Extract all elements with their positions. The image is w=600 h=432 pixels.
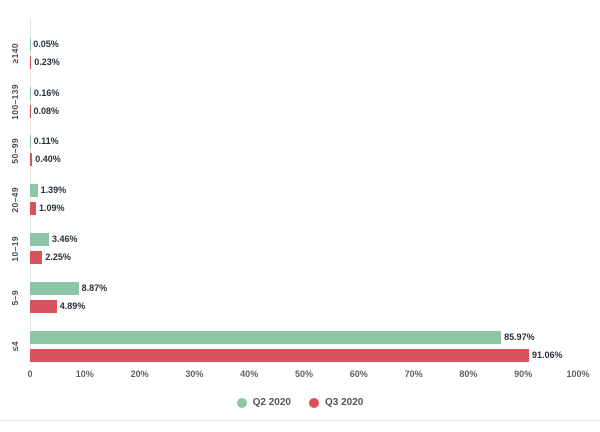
value-label: 2.25% [45, 251, 71, 262]
x-axis: 0 10% 20% 30% 40% 50% 60% 70% 80% 90% 100% [27, 369, 589, 382]
bars-area: 85.97% 91.06% [30, 330, 578, 362]
bar-row: 4.89% [30, 299, 578, 313]
value-label: 0.11% [33, 136, 59, 147]
category-label-box: 100–139 [9, 84, 20, 121]
legend: Q2 2020 Q3 2020 [0, 398, 600, 408]
category-label: 20–49 [9, 186, 20, 213]
category-label: ≥140 [9, 43, 20, 64]
bottom-divider [0, 420, 600, 421]
bar-group: 10–19 3.46% 2.25% [0, 215, 600, 264]
category-label: 100–139 [9, 84, 20, 121]
value-label: 4.89% [59, 300, 86, 311]
legend-label: Q2 2020 [252, 397, 291, 408]
bar-q2-2020[interactable] [30, 330, 502, 344]
bar-q2-2020[interactable] [30, 281, 79, 295]
bar-q3-2020[interactable] [30, 202, 36, 216]
bar-row: 85.97% [30, 330, 578, 344]
bars-area: 0.16% 0.08% [30, 86, 578, 118]
category-label-cell: 20–49 [0, 166, 30, 215]
value-label: 0.08% [33, 105, 59, 116]
category-label-cell: ≥140 [0, 20, 30, 69]
category-label-box: 50–99 [9, 135, 20, 166]
x-tick-label: 80% [459, 369, 478, 379]
value-label: 91.06% [532, 349, 563, 360]
legend-item-q2-2020[interactable]: Q2 2020 [236, 397, 291, 408]
bar-q3-2020[interactable] [30, 348, 529, 362]
x-tick-label: 90% [514, 369, 533, 379]
bar-group: 50–99 0.11% 0.40% [0, 118, 600, 167]
x-tick-label: 20% [130, 369, 149, 379]
category-label-cell: 50–99 [0, 118, 30, 167]
category-label: 10–19 [9, 235, 20, 262]
bar-group: ≥140 0.05% 0.23% [0, 20, 600, 69]
bar-row: 91.06% [30, 348, 578, 362]
category-label: ≤4 [9, 340, 20, 352]
bars-area: 8.87% 4.89% [30, 281, 578, 313]
legend-swatch-icon [309, 398, 319, 408]
bars-area: 0.11% 0.40% [30, 135, 578, 167]
category-label-box: ≥140 [9, 38, 20, 69]
bars-area: 1.39% 1.09% [30, 184, 578, 216]
bar-group: 5–9 8.87% 4.89% [0, 264, 600, 313]
bar-q3-2020[interactable] [30, 55, 32, 69]
value-label: 1.09% [38, 203, 65, 214]
bar-groups: ≥140 0.05% 0.23% 100–139 0.16% 0.08% 50–99 0.11… [0, 20, 600, 362]
category-label: 5–9 [9, 289, 20, 305]
category-label: 50–99 [9, 138, 20, 164]
value-label: 85.97% [504, 331, 535, 342]
bar-q2-2020[interactable] [30, 86, 31, 100]
bar-row: 0.08% [30, 104, 578, 118]
bar-q3-2020[interactable] [30, 153, 33, 167]
category-label-cell: 5–9 [0, 264, 30, 313]
category-label-box: 10–19 [9, 233, 20, 264]
category-label-cell: 100–139 [0, 69, 30, 121]
bar-q2-2020[interactable] [30, 135, 31, 149]
bar-group: ≤4 85.97% 91.06% [0, 313, 600, 362]
x-tick-label: 70% [404, 369, 423, 379]
bar-group: 100–139 0.16% 0.08% [0, 69, 600, 121]
bar-row: 2.25% [30, 250, 578, 264]
bar-row: 0.05% [30, 37, 578, 51]
bar-row: 8.87% [30, 281, 578, 295]
category-label-box: 20–49 [9, 184, 20, 215]
legend-swatch-icon [236, 398, 247, 408]
bar-row: 0.16% [30, 86, 578, 100]
x-tick-label: 30% [185, 369, 204, 379]
legend-label: Q3 2020 [325, 397, 364, 408]
category-label-box: 5–9 [9, 282, 20, 313]
x-tick-label: 100% [566, 369, 590, 379]
value-label: 0.16% [33, 87, 60, 98]
bar-q3-2020[interactable] [30, 299, 57, 313]
value-label: 0.40% [35, 154, 61, 165]
x-tick-label: 0 [27, 369, 33, 379]
legend-item-q3-2020[interactable]: Q3 2020 [309, 398, 363, 408]
bar-row: 1.09% [30, 202, 578, 216]
bar-q2-2020[interactable] [30, 232, 49, 246]
x-tick-label: 10% [75, 369, 94, 379]
value-label: 3.46% [51, 233, 78, 244]
category-label-box: ≤4 [9, 331, 20, 362]
bar-row: 0.40% [30, 153, 578, 167]
value-label: 1.39% [40, 185, 67, 196]
x-tick-label: 50% [294, 369, 314, 379]
bar-row: 1.39% [30, 184, 578, 198]
value-label: 0.23% [34, 56, 60, 67]
bars-area: 0.05% 0.23% [30, 37, 578, 69]
bars-area: 3.46% 2.25% [30, 232, 578, 264]
x-tick-label: 40% [240, 369, 259, 379]
value-label: 8.87% [81, 282, 108, 293]
bar-row: 0.23% [30, 55, 578, 69]
bar-row: 3.46% [30, 232, 578, 246]
bar-row: 0.11% [30, 135, 578, 149]
category-label-cell: ≤4 [0, 313, 30, 362]
bar-q2-2020[interactable] [30, 184, 38, 198]
category-label-cell: 10–19 [0, 215, 30, 264]
value-label: 0.05% [33, 38, 59, 49]
x-tick-label: 60% [349, 369, 368, 379]
bar-group: 20–49 1.39% 1.09% [0, 166, 600, 216]
bar-q3-2020[interactable] [30, 250, 43, 264]
